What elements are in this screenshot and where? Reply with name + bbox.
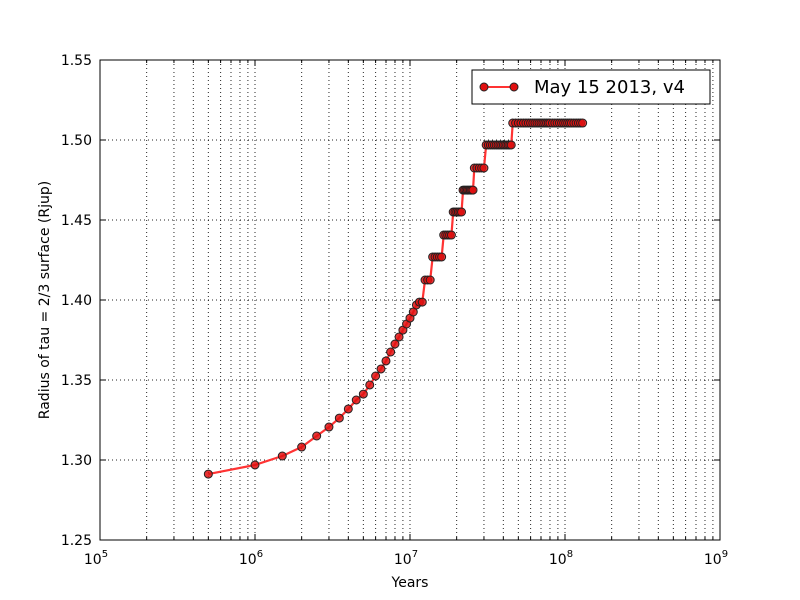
grid — [100, 60, 720, 540]
data-point — [425, 275, 435, 285]
series-line — [208, 121, 583, 476]
data-point — [468, 185, 478, 195]
x-tick-base: 10 — [84, 552, 102, 568]
data-point — [457, 207, 467, 217]
y-tick-label: 1.40 — [61, 293, 92, 309]
data-point — [277, 451, 287, 461]
y-tick-label: 1.35 — [61, 373, 92, 389]
data-point — [297, 442, 307, 452]
y-tick-label: 1.55 — [61, 53, 92, 69]
x-tick-base: 10 — [239, 552, 257, 568]
ticks — [100, 59, 720, 541]
data-point — [446, 230, 456, 240]
data-point — [386, 347, 396, 357]
legend: May 15 2013, v4 — [471, 69, 711, 105]
y-tick-label: 1.45 — [61, 213, 92, 229]
data-point — [334, 413, 344, 423]
y-tick-label: 1.30 — [61, 453, 92, 469]
data-point — [506, 140, 516, 150]
data-point — [417, 297, 427, 307]
data-point — [324, 422, 334, 432]
data-point — [312, 431, 322, 441]
data-point — [437, 252, 447, 262]
x-tick-labels: 105 106 107 108 109 — [84, 549, 728, 568]
data-point — [250, 460, 260, 470]
data-point — [351, 395, 361, 405]
data-point — [358, 389, 368, 399]
y-tick-label: 1.25 — [61, 533, 92, 549]
data-point — [343, 404, 353, 414]
legend-marker-right — [509, 82, 519, 92]
x-tick-label: 106 — [239, 549, 263, 568]
data-point — [371, 371, 381, 381]
x-tick-exponent: 9 — [722, 549, 728, 560]
x-tick-label: 105 — [84, 549, 108, 568]
data-point — [365, 380, 375, 390]
y-axis-label: Radius of tau = 2/3 surface (Rjup) — [37, 181, 53, 419]
x-tick-exponent: 7 — [412, 549, 418, 560]
data-point — [390, 339, 400, 349]
data-point — [381, 356, 391, 366]
x-tick-exponent: 8 — [567, 549, 573, 560]
x-tick-label: 107 — [394, 549, 418, 568]
x-tick-base: 10 — [549, 552, 567, 568]
series-layer — [203, 118, 588, 479]
data-point — [394, 332, 404, 342]
x-tick-label: 109 — [704, 549, 728, 568]
legend-marker-left — [479, 82, 489, 92]
x-tick-base: 10 — [394, 552, 412, 568]
x-axis-label: Years — [391, 575, 429, 591]
y-tick-label: 1.50 — [61, 133, 92, 149]
x-tick-base: 10 — [704, 552, 722, 568]
x-tick-label: 108 — [549, 549, 573, 568]
legend-label: May 15 2013, v4 — [534, 77, 685, 98]
x-tick-exponent: 5 — [102, 549, 108, 560]
data-point — [479, 163, 489, 173]
data-point — [376, 364, 386, 374]
x-tick-exponent: 6 — [257, 549, 263, 560]
data-point — [578, 118, 588, 128]
data-point — [203, 469, 213, 479]
y-tick-labels: 1.25 1.30 1.35 1.40 1.45 1.50 1.55 — [61, 53, 92, 549]
